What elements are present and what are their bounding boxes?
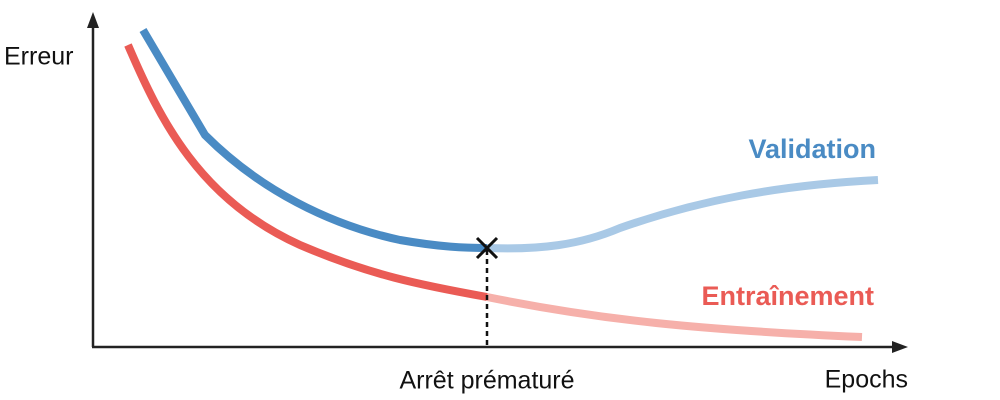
training-label: Entraînement — [701, 281, 874, 311]
stop-label: Arrêt prématuré — [399, 367, 574, 395]
stop-marker — [475, 236, 499, 260]
validation-curve-late — [486, 176, 879, 253]
training-curve-late — [486, 293, 863, 341]
y-axis-label: Erreur — [4, 43, 73, 71]
validation-curve — [139, 27, 488, 252]
x-axis-label: Epochs — [825, 366, 908, 394]
y-axis-arrow — [87, 12, 99, 28]
training-curve — [124, 43, 488, 301]
validation-label: Validation — [748, 134, 876, 164]
x-axis-arrow — [892, 341, 908, 353]
